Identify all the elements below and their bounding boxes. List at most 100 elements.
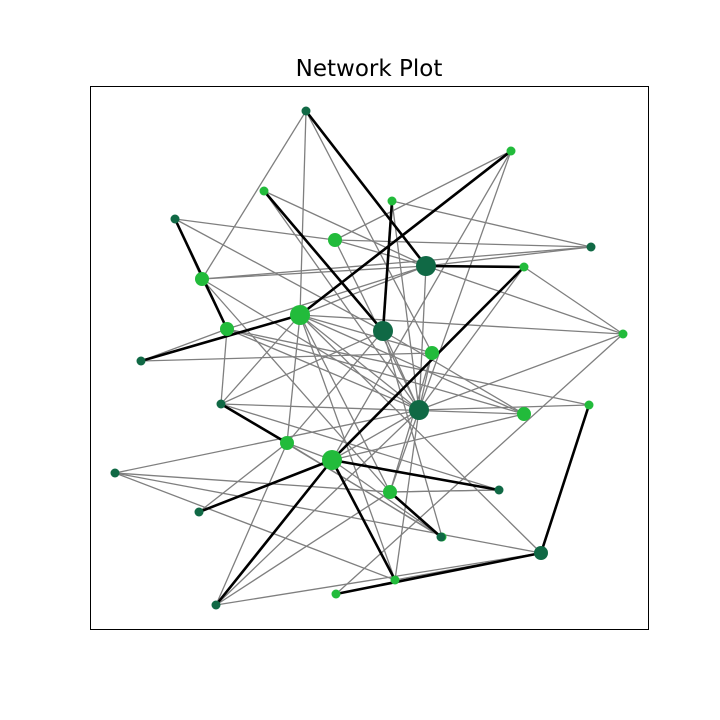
thin-edge-n12-n26 xyxy=(382,330,443,538)
thick-edge-n1-n11 xyxy=(299,149,512,317)
thin-edge-n20-n29 xyxy=(215,442,288,606)
node-n29 xyxy=(211,600,221,610)
thick-edge-n21-n28 xyxy=(330,459,397,581)
plot-title: Network Plot xyxy=(295,56,443,82)
thin-edge-n11-n15 xyxy=(299,314,624,335)
thin-edge-n11-n17 xyxy=(299,314,525,415)
thin-edge-n24-n22 xyxy=(389,489,500,493)
thick-edge-n0-n7 xyxy=(304,110,428,267)
thin-edge-n1-n6 xyxy=(334,150,512,241)
thin-edge-n23-n27 xyxy=(114,472,542,554)
node-n30 xyxy=(331,589,341,599)
node-n2 xyxy=(259,186,269,196)
thin-edge-n5-n6 xyxy=(334,239,592,248)
thin-edge-n19-n24 xyxy=(220,403,500,491)
thin-edge-n18-n10 xyxy=(226,328,590,406)
thin-edge-n23-n28 xyxy=(114,472,396,581)
thick-edge-n12-n3 xyxy=(381,200,394,332)
thin-edge-n0-n14 xyxy=(305,110,433,354)
thick-edge-n9-n21 xyxy=(331,266,525,461)
node-n21 xyxy=(322,450,342,470)
thin-edge-n7-n11 xyxy=(299,265,427,316)
node-n8 xyxy=(195,272,209,286)
thin-edge-n12-n19 xyxy=(220,330,384,405)
node-n22 xyxy=(383,485,397,499)
thick-edge-n21-n24 xyxy=(331,458,500,492)
node-n1 xyxy=(506,146,516,156)
node-n25 xyxy=(194,507,204,517)
nodes-layer xyxy=(110,106,628,610)
thick-edge-n19-n20 xyxy=(220,402,288,445)
thin-edge-n16-n21 xyxy=(331,409,420,461)
thin-edge-n9-n16 xyxy=(418,266,525,411)
thick-edge-n21-n29 xyxy=(214,459,334,606)
thin-edge-n10-n17 xyxy=(226,328,525,415)
thin-edge-n2-n16 xyxy=(263,190,420,411)
thick-edge-n21-n25 xyxy=(198,458,333,514)
node-n0 xyxy=(301,106,311,116)
thin-edge-n8-n22 xyxy=(201,278,391,493)
thin-edge-n1-n22 xyxy=(389,150,512,493)
node-n31 xyxy=(436,532,446,542)
node-n23 xyxy=(110,468,120,478)
thick-edges-layer xyxy=(140,110,591,606)
thin-edge-n5-n7 xyxy=(425,246,592,267)
node-n3 xyxy=(387,196,397,206)
thick-edge-n12-n2 xyxy=(263,190,384,332)
node-n15 xyxy=(618,329,628,339)
thin-edge-n11-n20 xyxy=(286,314,301,444)
node-n19 xyxy=(216,399,226,409)
thin-edge-n12-n17 xyxy=(382,330,525,415)
thin-edge-n11-n27 xyxy=(299,314,542,554)
thick-edge-n13-n11 xyxy=(140,313,301,363)
node-n27 xyxy=(534,546,548,560)
thin-edge-n0-n11 xyxy=(299,110,307,316)
thin-edge-n3-n16 xyxy=(391,200,420,411)
thin-edge-n22-n29 xyxy=(215,491,391,606)
thin-edge-n11-n22 xyxy=(299,314,391,493)
thin-edge-n23-n22 xyxy=(114,472,391,493)
node-n4 xyxy=(170,214,180,224)
thin-edge-n10-n16 xyxy=(226,328,420,411)
thin-edge-n18-n16 xyxy=(418,404,590,411)
node-n5 xyxy=(586,242,596,252)
thick-edge-n18-n27 xyxy=(539,404,591,554)
node-n28 xyxy=(390,575,400,585)
node-n10 xyxy=(220,322,234,336)
node-n9 xyxy=(519,262,529,272)
thin-edge-n14-n22 xyxy=(389,352,433,493)
thin-edge-n12-n20 xyxy=(286,330,384,444)
node-n17 xyxy=(517,407,531,421)
thin-edge-n9-n15 xyxy=(523,266,624,335)
thin-edge-n11-n19 xyxy=(220,314,301,405)
node-n6 xyxy=(328,233,342,247)
thin-edge-n11-n28 xyxy=(299,314,396,581)
thin-edge-n0-n8 xyxy=(201,110,307,280)
thin-edge-n3-n5 xyxy=(391,200,592,248)
node-n7 xyxy=(416,256,436,276)
thin-edge-n7-n16 xyxy=(418,265,427,411)
thin-edge-n7-n10 xyxy=(226,265,427,330)
thin-edges-layer xyxy=(114,110,624,606)
thin-edge-n13-n14 xyxy=(140,352,433,362)
thin-edge-n5-n8 xyxy=(201,246,592,280)
node-n20 xyxy=(280,436,294,450)
thin-edge-n16-n29 xyxy=(215,409,420,606)
node-n12 xyxy=(373,321,393,341)
thin-edge-n15-n30 xyxy=(335,333,624,595)
thin-edge-n21-n26 xyxy=(331,459,443,538)
thin-edge-n7-n15 xyxy=(425,265,624,335)
thick-edge-n27-n30 xyxy=(335,551,542,596)
node-n13 xyxy=(136,356,146,366)
thin-edge-n27-n29 xyxy=(215,552,542,606)
thick-edge-n22-n31 xyxy=(389,491,442,538)
thin-edge-n17-n19 xyxy=(220,403,525,415)
thin-edge-n10-n19 xyxy=(220,328,228,405)
thin-edge-n23-n16 xyxy=(114,409,420,474)
thin-edge-n20-n25 xyxy=(198,442,288,513)
thin-edge-n16-n28 xyxy=(394,409,420,581)
thin-edge-n7-n8 xyxy=(201,265,427,280)
plot-frame xyxy=(90,86,649,630)
node-n14 xyxy=(425,346,439,360)
